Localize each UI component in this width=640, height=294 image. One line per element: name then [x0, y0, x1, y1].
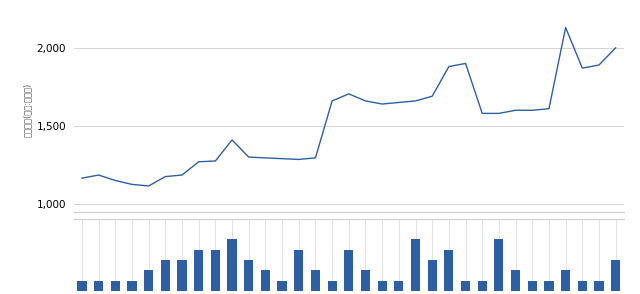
Bar	[494, 239, 504, 291]
Bar	[294, 250, 303, 291]
Bar	[394, 281, 403, 291]
Bar	[194, 250, 204, 291]
Bar	[344, 250, 353, 291]
Bar	[244, 260, 253, 291]
Bar	[511, 270, 520, 291]
Bar	[561, 270, 570, 291]
Bar	[94, 281, 103, 291]
Bar	[328, 281, 337, 291]
Bar	[361, 270, 370, 291]
Bar	[111, 281, 120, 291]
Bar	[144, 270, 153, 291]
Bar	[177, 260, 187, 291]
Bar	[428, 260, 436, 291]
Bar	[611, 260, 620, 291]
Bar	[278, 281, 287, 291]
Bar	[311, 270, 320, 291]
Bar	[528, 281, 537, 291]
Bar	[444, 250, 454, 291]
Y-axis label: 거래금액(단위:백만원): 거래금액(단위:백만원)	[23, 83, 32, 137]
Bar	[477, 281, 487, 291]
Bar	[578, 281, 587, 291]
Bar	[261, 270, 270, 291]
Bar	[77, 281, 86, 291]
Bar	[161, 260, 170, 291]
Bar	[378, 281, 387, 291]
Bar	[461, 281, 470, 291]
Bar	[545, 281, 554, 291]
Bar	[211, 250, 220, 291]
Bar	[595, 281, 604, 291]
Bar	[411, 239, 420, 291]
Bar	[127, 281, 136, 291]
Bar	[227, 239, 237, 291]
